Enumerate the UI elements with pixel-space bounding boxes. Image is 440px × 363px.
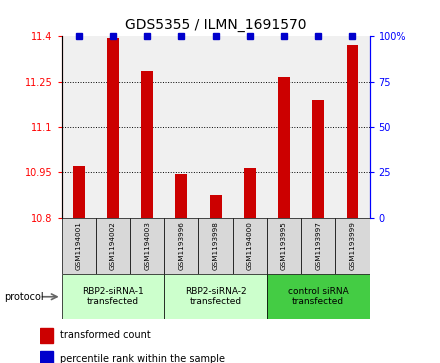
Bar — [164, 274, 267, 319]
Bar — [335, 218, 370, 274]
Bar — [62, 274, 164, 319]
Bar — [209, 195, 222, 218]
Text: protocol: protocol — [4, 292, 44, 302]
Text: control siRNA
transfected: control siRNA transfected — [288, 287, 348, 306]
Text: GSM1194000: GSM1194000 — [247, 221, 253, 270]
Bar — [164, 218, 198, 274]
Bar — [198, 218, 233, 274]
Bar — [73, 166, 85, 218]
Bar — [130, 218, 164, 274]
Bar — [267, 274, 370, 319]
Title: GDS5355 / ILMN_1691570: GDS5355 / ILMN_1691570 — [125, 19, 306, 33]
Bar — [40, 351, 53, 363]
Bar — [107, 38, 119, 218]
Bar — [301, 218, 335, 274]
Text: GSM1194003: GSM1194003 — [144, 221, 150, 270]
Text: GSM1193996: GSM1193996 — [178, 221, 184, 270]
Text: GSM1194001: GSM1194001 — [76, 221, 82, 270]
Text: GSM1193999: GSM1193999 — [349, 221, 356, 270]
Text: GSM1193998: GSM1193998 — [213, 221, 219, 270]
Bar — [233, 218, 267, 274]
Bar — [176, 174, 187, 218]
Text: GSM1194002: GSM1194002 — [110, 221, 116, 270]
Text: transformed count: transformed count — [60, 330, 151, 340]
Text: RBP2-siRNA-2
transfected: RBP2-siRNA-2 transfected — [185, 287, 246, 306]
Text: GSM1193997: GSM1193997 — [315, 221, 321, 270]
Text: percentile rank within the sample: percentile rank within the sample — [60, 354, 225, 363]
Bar — [244, 168, 256, 218]
Bar — [62, 218, 96, 274]
Bar — [96, 218, 130, 274]
Bar — [141, 71, 153, 218]
Bar — [312, 100, 324, 218]
Text: GSM1193995: GSM1193995 — [281, 221, 287, 270]
Bar — [278, 77, 290, 218]
Bar — [347, 45, 359, 218]
Bar — [40, 328, 53, 343]
Text: RBP2-siRNA-1
transfected: RBP2-siRNA-1 transfected — [82, 287, 144, 306]
Bar — [267, 218, 301, 274]
